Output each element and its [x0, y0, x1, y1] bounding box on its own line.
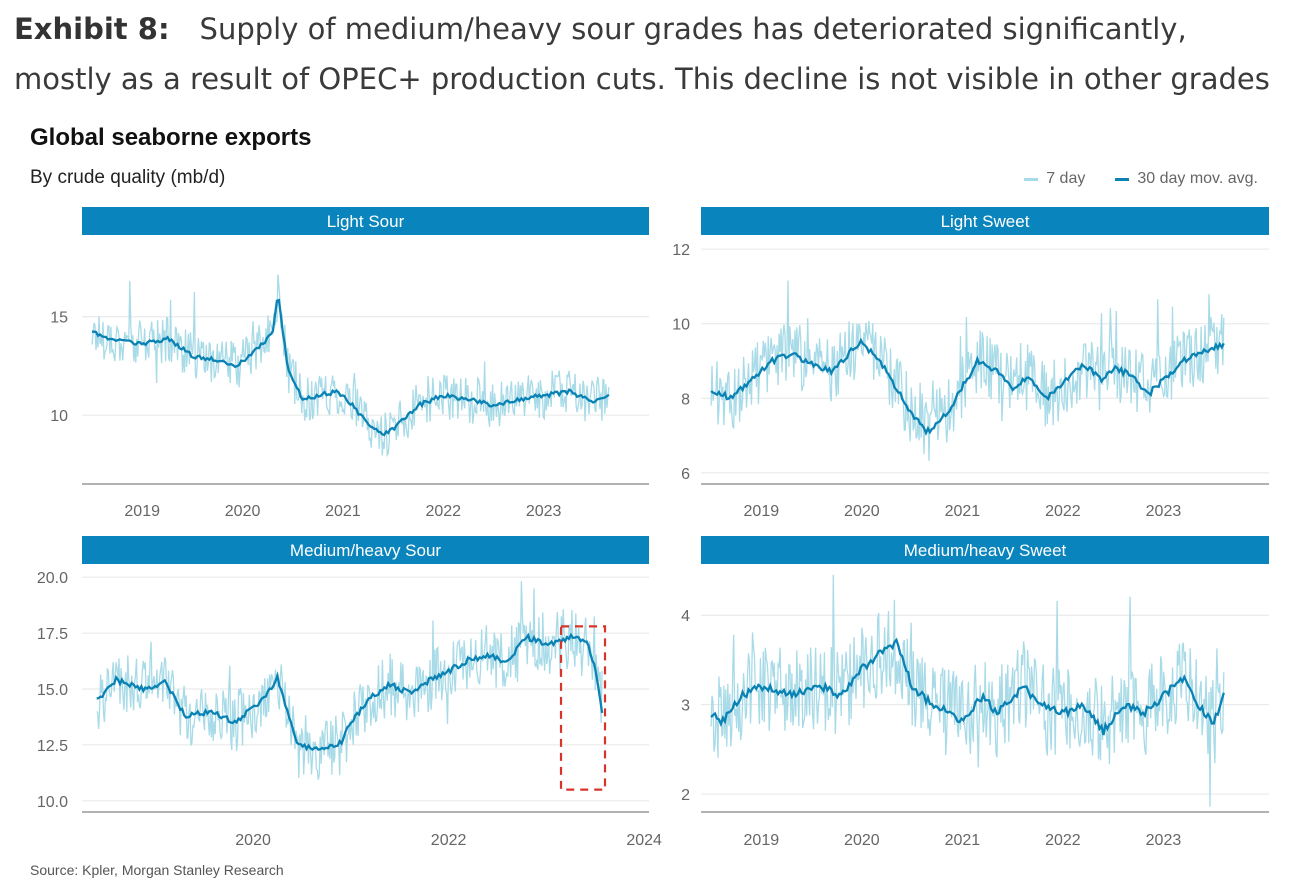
- source-note: Source: Kpler, Morgan Stanley Research: [30, 862, 284, 878]
- panel-title: Light Sweet: [941, 212, 1030, 231]
- series-7day-line: [710, 574, 1225, 807]
- y-tick-label: 17.5: [37, 626, 68, 643]
- y-tick-label: 10: [672, 317, 690, 334]
- y-tick-label: 6: [681, 466, 690, 483]
- y-tick-label: 10.0: [37, 794, 68, 811]
- x-tick-label: 2019: [744, 832, 780, 849]
- x-tick-label: 2022: [1045, 832, 1081, 849]
- series-30day-line: [710, 637, 1225, 736]
- x-tick-label: 2022: [425, 503, 461, 520]
- x-tick-label: 2021: [325, 503, 361, 520]
- x-tick-label: 2020: [225, 503, 261, 520]
- legend-label-30day: 30 day mov. avg.: [1137, 170, 1258, 187]
- panel-strip: [701, 536, 1269, 564]
- series-30day-line: [96, 632, 604, 752]
- panel-strip: [701, 207, 1269, 235]
- x-tick-label: 2022: [431, 832, 467, 849]
- legend-swatch-7day: [1024, 177, 1039, 181]
- x-tick-label: 2023: [1146, 832, 1182, 849]
- y-tick-label: 4: [681, 608, 690, 625]
- series-7day-line: [91, 274, 610, 458]
- exhibit-label: Exhibit 8:: [14, 12, 170, 46]
- chart-title: Global seaborne exports: [30, 124, 312, 151]
- y-tick-label: 2: [681, 787, 690, 804]
- panel-2: Medium/heavy Sour 10.0 12.5 15.0 17.5 20.0 202…: [37, 536, 662, 849]
- x-tick-label: 2020: [844, 503, 880, 520]
- panel-3: Medium/heavy Sweet 2 3 4 2019 2020 2021 2022 202…: [681, 536, 1269, 849]
- x-tick-label: 2023: [526, 503, 562, 520]
- x-tick-label: 2019: [124, 503, 160, 520]
- y-tick-label: 15.0: [37, 682, 68, 699]
- exhibit-caption: Exhibit 8: Supply of medium/heavy sour gr…: [14, 4, 1284, 104]
- highlight-box: [559, 625, 607, 791]
- exhibit-caption-text: Supply of medium/heavy sour grades has d…: [14, 12, 1270, 96]
- legend-label-7day: 7 day: [1046, 170, 1086, 187]
- panel-0: Light Sour 10 15 2019 2020 2021 2022 2023: [50, 207, 649, 520]
- panel-1: Light Sweet 6 8 10 12 2019 2020 2021 2022 2023: [672, 207, 1269, 520]
- series-7day-line: [96, 581, 603, 780]
- y-tick-label: 12.5: [37, 738, 68, 755]
- chart-subtitle: By crude quality (mb/d): [30, 167, 226, 188]
- x-tick-label: 2021: [945, 503, 981, 520]
- y-tick-label: 10: [50, 408, 68, 425]
- y-tick-label: 20.0: [37, 570, 68, 587]
- panel-strip: [82, 536, 649, 564]
- x-tick-label: 2019: [744, 503, 780, 520]
- series-7day-line: [710, 280, 1225, 461]
- x-tick-label: 2020: [844, 832, 880, 849]
- legend: 7 day 30 day mov. avg.: [1024, 170, 1258, 188]
- x-tick-label: 2023: [1146, 503, 1182, 520]
- x-tick-label: 2024: [626, 832, 662, 849]
- series-30day-line: [92, 298, 610, 437]
- x-tick-label: 2021: [945, 832, 981, 849]
- y-tick-label: 3: [681, 698, 690, 715]
- panel-title: Medium/heavy Sweet: [904, 541, 1067, 560]
- x-tick-label: 2020: [235, 832, 271, 849]
- x-tick-label: 2022: [1045, 503, 1081, 520]
- series-30day-line: [710, 337, 1225, 436]
- y-tick-label: 8: [681, 391, 690, 408]
- panel-strip: [82, 207, 649, 235]
- panel-title: Medium/heavy Sour: [290, 541, 442, 560]
- y-tick-label: 12: [672, 242, 690, 259]
- legend-swatch-30day: [1115, 177, 1130, 181]
- panel-title: Light Sour: [327, 212, 405, 231]
- y-tick-label: 15: [50, 310, 68, 327]
